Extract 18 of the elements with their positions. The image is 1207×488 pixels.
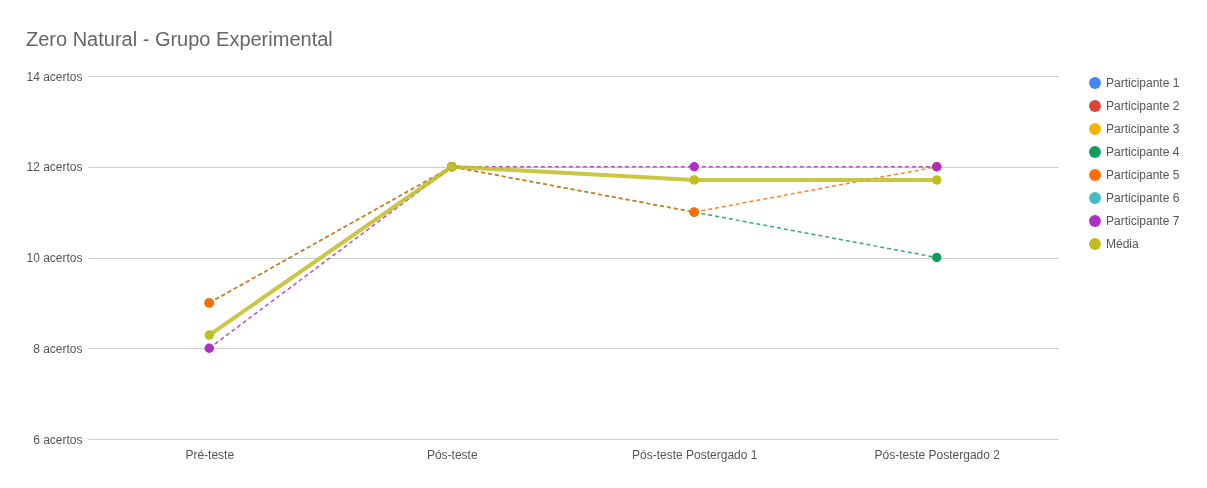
legend-label: Participante 3 (1106, 122, 1180, 136)
legend-label: Participante 6 (1106, 191, 1180, 205)
x-tick-label: Pré-teste (185, 447, 235, 462)
legend-label: Participante 5 (1106, 168, 1180, 182)
x-tick-label: Pós-teste Postergado 2 (874, 447, 1001, 462)
x-tick-label: Pós-teste Postergado 1 (632, 447, 758, 462)
chart-title: Zero Natural - Grupo Experimental (25, 28, 333, 50)
y-tick-label: 6 acertos (33, 432, 83, 447)
legend-label: Participante 4 (1106, 145, 1180, 159)
y-tick-label: 10 acertos (26, 251, 83, 265)
legend-label: Participante 1 (1106, 76, 1180, 90)
legend-label: Participante 2 (1106, 99, 1180, 113)
x-tick-label: Pós-teste (426, 447, 478, 462)
y-tick-label: 8 acertos (33, 341, 83, 356)
y-tick-label: 12 acertos (26, 160, 83, 175)
y-tick-label: 14 acertos (26, 69, 83, 84)
legend-label: Participante 7 (1106, 214, 1180, 228)
legend-label: Média (1106, 237, 1140, 251)
